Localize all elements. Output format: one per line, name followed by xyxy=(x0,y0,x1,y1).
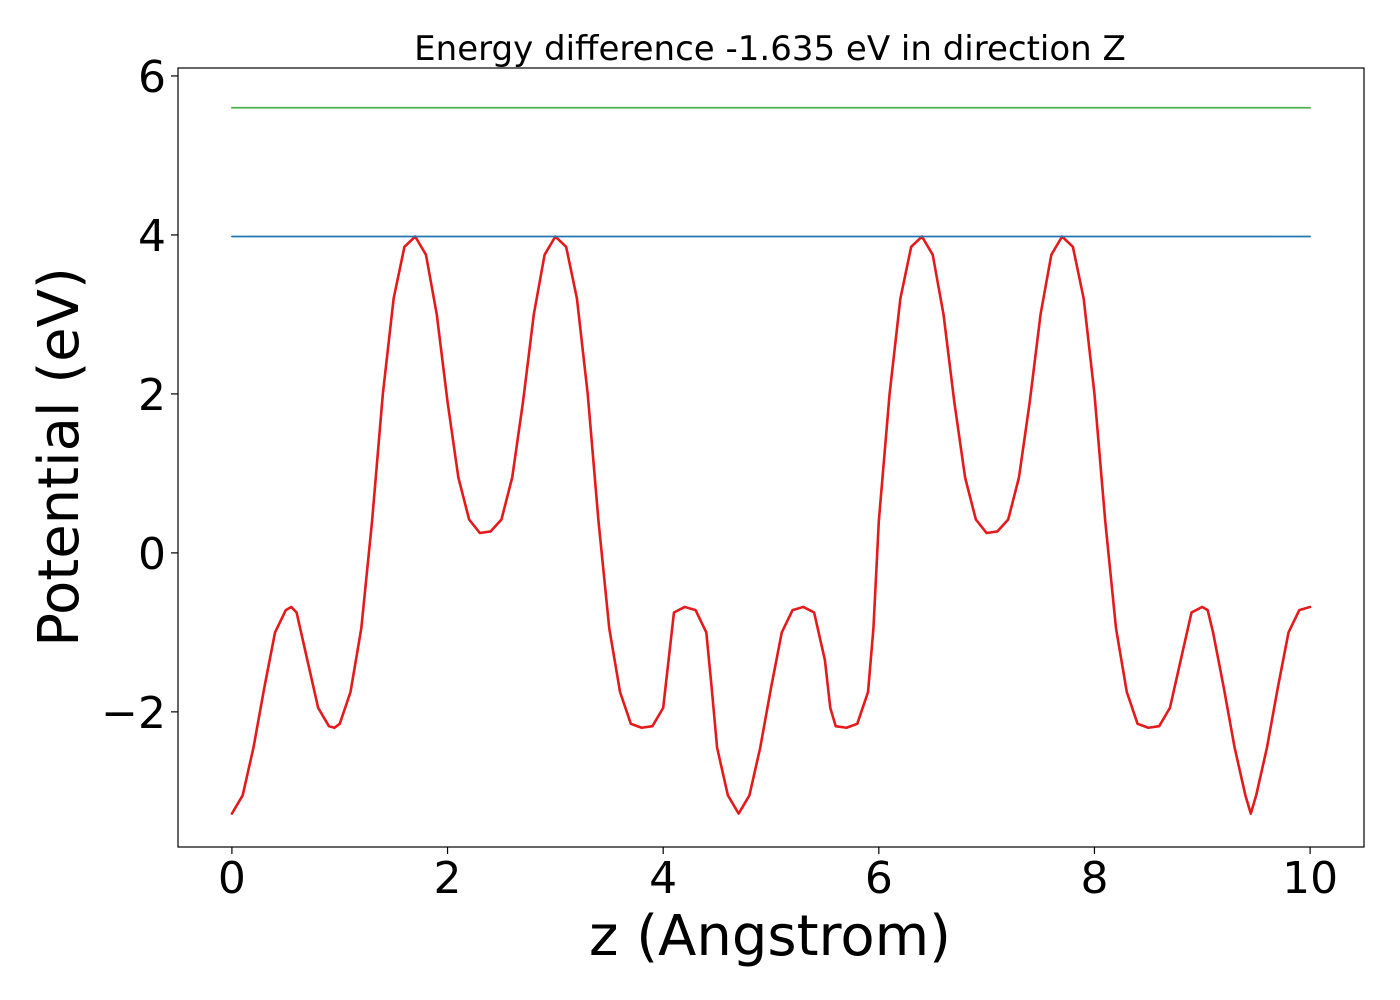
plot-frame xyxy=(177,67,1365,848)
x-tick-label: 2 xyxy=(434,853,462,904)
y-tick-label: −2 xyxy=(101,688,166,739)
x-tick-label: 10 xyxy=(1282,853,1338,904)
y-tick-label: 6 xyxy=(138,52,166,103)
y-tick-label: 4 xyxy=(138,211,166,262)
series-line-0 xyxy=(230,235,1312,815)
x-axis-ticks: 0 2 4 6 8 10 xyxy=(218,847,1338,904)
y-axis-ticks: −2 0 2 4 6 xyxy=(101,52,178,739)
x-tick-label: 4 xyxy=(649,853,677,904)
chart-title: Energy difference -1.635 eV in direction… xyxy=(414,29,1126,69)
x-axis-title: z (Angstrom) xyxy=(589,904,951,969)
y-tick-label: 2 xyxy=(138,370,166,421)
plot-lines xyxy=(230,106,1312,815)
x-tick-label: 8 xyxy=(1080,853,1108,904)
y-tick-label: 0 xyxy=(138,529,166,580)
x-tick-label: 0 xyxy=(218,853,246,904)
y-axis-title: Potential (eV) xyxy=(27,267,92,647)
x-tick-label: 6 xyxy=(865,853,893,904)
